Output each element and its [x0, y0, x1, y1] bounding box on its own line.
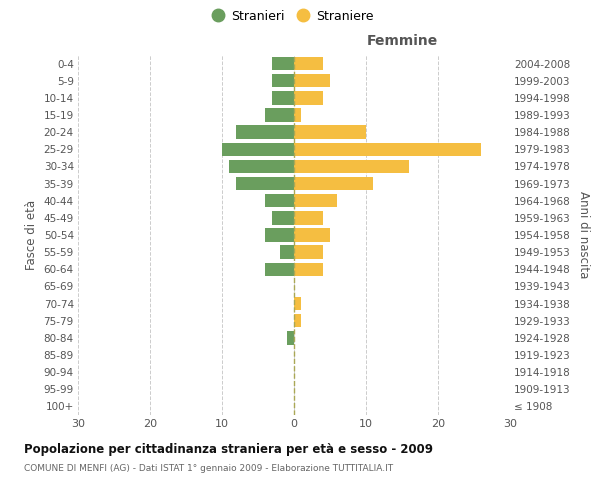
Bar	[294, 91, 323, 104]
Bar	[236, 177, 294, 190]
Bar	[294, 126, 366, 139]
Bar	[294, 177, 373, 190]
Bar	[287, 331, 294, 344]
Legend: Stranieri, Straniere: Stranieri, Straniere	[210, 4, 378, 28]
Bar	[265, 228, 294, 241]
Bar	[294, 228, 330, 241]
Bar	[272, 74, 294, 88]
Bar	[236, 126, 294, 139]
Bar	[265, 108, 294, 122]
Bar	[280, 246, 294, 259]
Bar	[272, 211, 294, 224]
Y-axis label: Anni di nascita: Anni di nascita	[577, 192, 590, 278]
Bar	[294, 246, 323, 259]
Text: Popolazione per cittadinanza straniera per età e sesso - 2009: Popolazione per cittadinanza straniera p…	[24, 442, 433, 456]
Bar	[294, 314, 301, 328]
Bar	[265, 194, 294, 207]
Bar	[272, 91, 294, 104]
Bar	[294, 142, 481, 156]
Bar	[272, 57, 294, 70]
Bar	[294, 160, 409, 173]
Bar	[294, 194, 337, 207]
Text: COMUNE DI MENFI (AG) - Dati ISTAT 1° gennaio 2009 - Elaborazione TUTTITALIA.IT: COMUNE DI MENFI (AG) - Dati ISTAT 1° gen…	[24, 464, 393, 473]
Bar	[294, 211, 323, 224]
Bar	[229, 160, 294, 173]
Bar	[294, 57, 323, 70]
Bar	[265, 262, 294, 276]
Y-axis label: Fasce di età: Fasce di età	[25, 200, 38, 270]
Bar	[294, 262, 323, 276]
Bar	[294, 74, 330, 88]
Text: Femmine: Femmine	[367, 34, 437, 48]
Bar	[294, 297, 301, 310]
Bar	[222, 142, 294, 156]
Bar	[294, 108, 301, 122]
